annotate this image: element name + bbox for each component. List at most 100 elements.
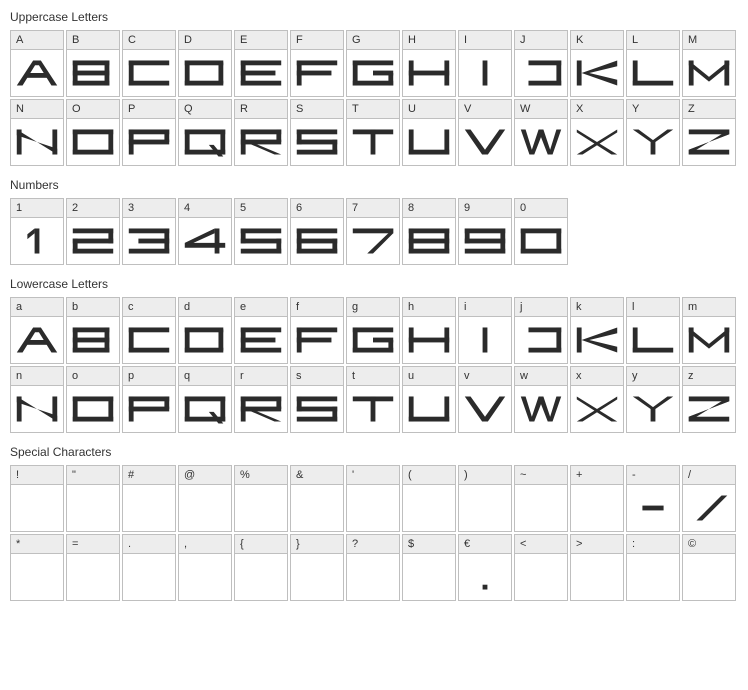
glyph-label: v: [459, 367, 511, 386]
glyph-label: J: [515, 31, 567, 50]
glyph-display: [571, 50, 623, 96]
glyph-label: n: [11, 367, 63, 386]
glyph-display: [683, 485, 735, 531]
glyph-cell: &: [290, 465, 344, 532]
glyph-display: [67, 485, 119, 531]
glyph-row: N O P Q: [10, 99, 738, 166]
glyph-cell: f: [290, 297, 344, 364]
glyph-cell: I: [458, 30, 512, 97]
glyph-cell: d: [178, 297, 232, 364]
glyph-display: [179, 554, 231, 600]
glyph-cell: O: [66, 99, 120, 166]
glyph-cell: K: [570, 30, 624, 97]
glyph-label: h: [403, 298, 455, 317]
glyph-row: a b c d: [10, 297, 738, 364]
glyph-label: 5: [235, 199, 287, 218]
glyph-cell: c: [122, 297, 176, 364]
glyph-label: y: [627, 367, 679, 386]
glyph-display: [403, 386, 455, 432]
glyph-display: [403, 485, 455, 531]
glyph-label: O: [67, 100, 119, 119]
glyph-cell: }: [290, 534, 344, 601]
glyph-label: Z: [683, 100, 735, 119]
glyph-label: w: [515, 367, 567, 386]
glyph-row: n o p q: [10, 366, 738, 433]
glyph-label: p: [123, 367, 175, 386]
glyph-cell: 5: [234, 198, 288, 265]
glyph-cell: 6: [290, 198, 344, 265]
glyph-cell: 4: [178, 198, 232, 265]
glyph-display: [123, 317, 175, 363]
glyph-display: [179, 386, 231, 432]
glyph-label: r: [235, 367, 287, 386]
glyph-cell: >: [570, 534, 624, 601]
glyph-label: {: [235, 535, 287, 554]
glyph-display: [291, 50, 343, 96]
glyph-label: 2: [67, 199, 119, 218]
glyph-cell: R: [234, 99, 288, 166]
glyph-label: 4: [179, 199, 231, 218]
glyph-cell: j: [514, 297, 568, 364]
glyph-cell: y: [626, 366, 680, 433]
glyph-cell: x: [570, 366, 624, 433]
glyph-display: [179, 485, 231, 531]
glyph-cell: L: [626, 30, 680, 97]
glyph-display: [11, 485, 63, 531]
glyph-label: b: [67, 298, 119, 317]
glyph-display: [515, 317, 567, 363]
glyph-display: [67, 317, 119, 363]
glyph-display: [67, 218, 119, 264]
glyph-label: Q: [179, 100, 231, 119]
glyph-display: [459, 50, 511, 96]
glyph-label: P: [123, 100, 175, 119]
glyph-display: [235, 386, 287, 432]
glyph-display: [179, 50, 231, 96]
glyph-label: X: [571, 100, 623, 119]
glyph-display: [683, 50, 735, 96]
glyph-display: [459, 119, 511, 165]
glyph-cell: q: [178, 366, 232, 433]
glyph-row: ! " # @ % & ' (: [10, 465, 738, 532]
glyph-label: U: [403, 100, 455, 119]
glyph-cell: M: [682, 30, 736, 97]
glyph-cell: :: [626, 534, 680, 601]
glyph-cell: {: [234, 534, 288, 601]
glyph-display: [11, 386, 63, 432]
glyph-display: [347, 386, 399, 432]
glyph-display: [515, 485, 567, 531]
glyph-cell: 3: [122, 198, 176, 265]
glyph-label: A: [11, 31, 63, 50]
glyph-display: [459, 485, 511, 531]
glyph-cell: k: [570, 297, 624, 364]
glyph-display: [291, 119, 343, 165]
glyph-label: g: [347, 298, 399, 317]
glyph-row: A B C D: [10, 30, 738, 97]
glyph-label: K: [571, 31, 623, 50]
glyph-cell: Z: [682, 99, 736, 166]
glyph-cell: V: [458, 99, 512, 166]
glyph-cell: s: [290, 366, 344, 433]
glyph-cell: <: [514, 534, 568, 601]
glyph-label: f: [291, 298, 343, 317]
glyph-display: [11, 119, 63, 165]
glyph-label: j: [515, 298, 567, 317]
glyph-cell: S: [290, 99, 344, 166]
glyph-label: q: [179, 367, 231, 386]
glyph-label: H: [403, 31, 455, 50]
glyph-cell: %: [234, 465, 288, 532]
glyph-label: s: [291, 367, 343, 386]
glyph-label: 8: [403, 199, 455, 218]
section-title: Numbers: [10, 178, 738, 192]
glyph-display: [571, 554, 623, 600]
glyph-display: [11, 317, 63, 363]
glyph-label: o: [67, 367, 119, 386]
glyph-cell: ©: [682, 534, 736, 601]
glyph-cell: w: [514, 366, 568, 433]
glyph-cell: g: [346, 297, 400, 364]
glyph-display: [627, 554, 679, 600]
glyph-label: .: [123, 535, 175, 554]
glyph-cell: $: [402, 534, 456, 601]
glyph-label: 6: [291, 199, 343, 218]
glyph-cell: ": [66, 465, 120, 532]
glyph-label: E: [235, 31, 287, 50]
